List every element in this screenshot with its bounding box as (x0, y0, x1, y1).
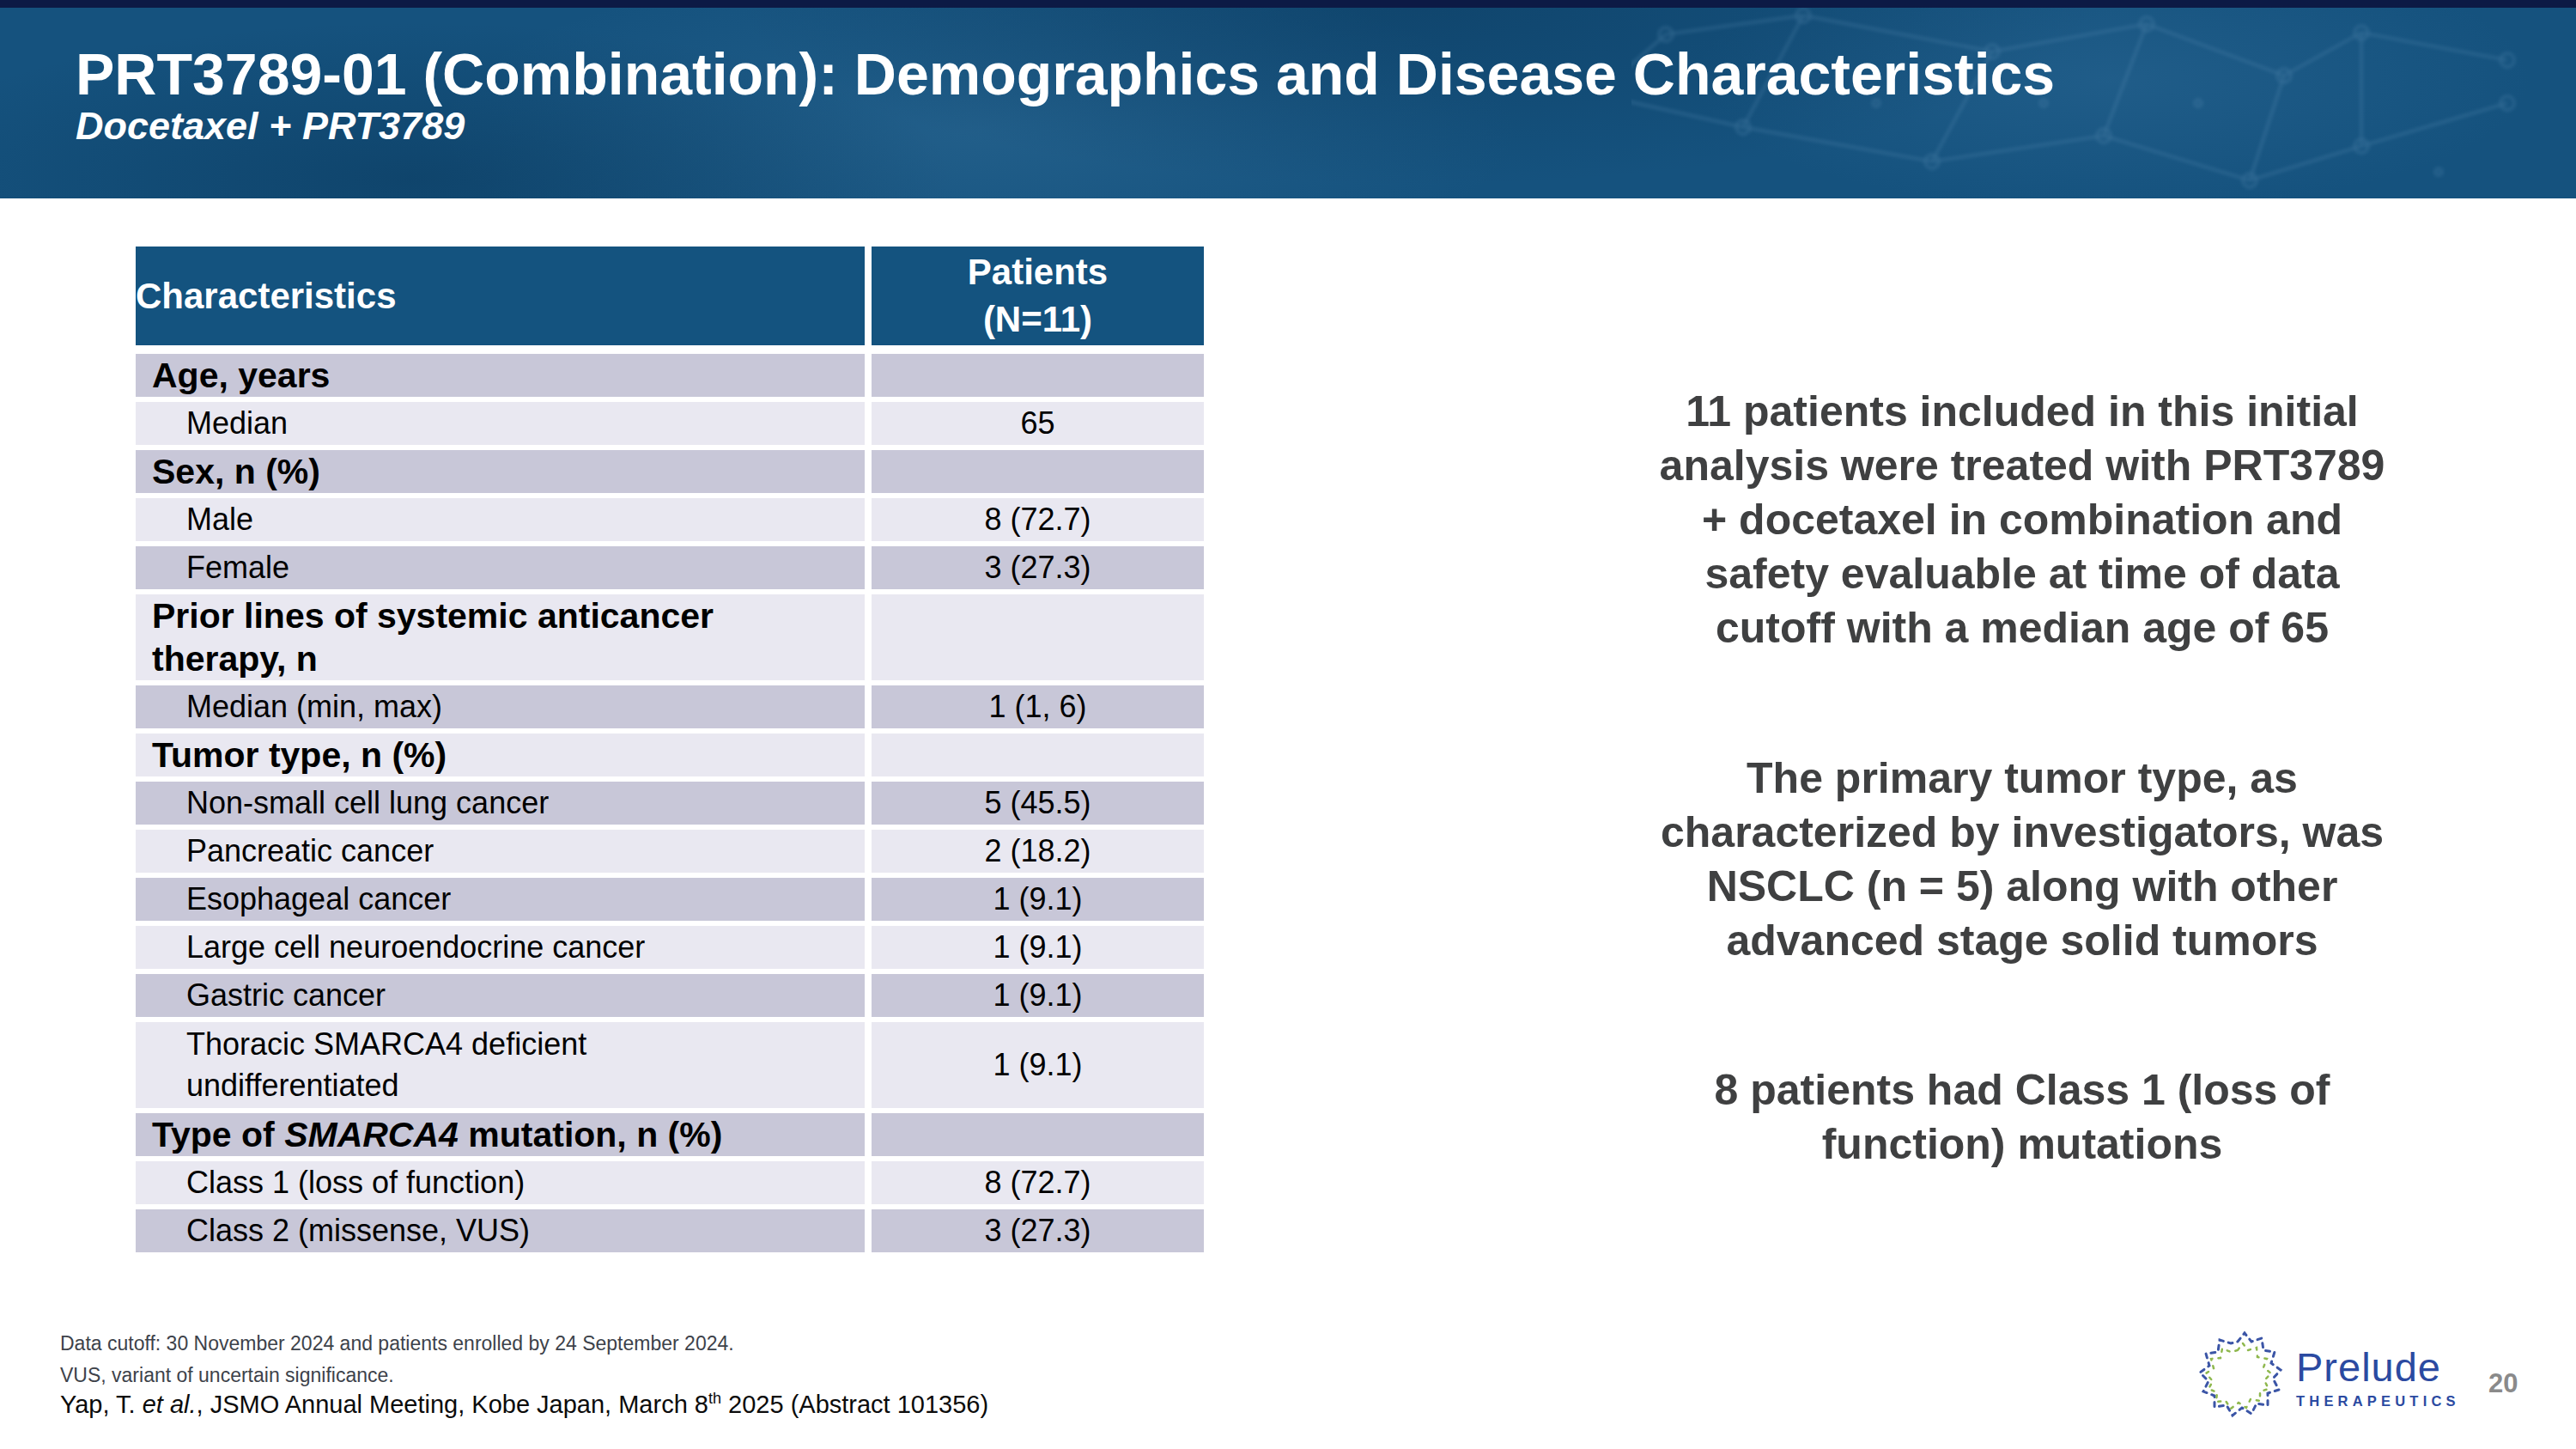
row-value: 3 (27.3) (865, 541, 1204, 589)
page-number: 20 (2488, 1368, 2518, 1399)
table-row: Female3 (27.3) (136, 541, 1204, 589)
patients-header-cell: Patients(N=11) (865, 247, 1204, 345)
row-value: 3 (27.3) (865, 1204, 1204, 1252)
prelude-logo-text: Prelude THERAPEUTICS (2296, 1347, 2460, 1409)
table-row: Age, years (136, 345, 1204, 397)
row-label: Gastric cancer (136, 969, 865, 1017)
row-value (865, 1108, 1204, 1156)
prelude-logo-subtitle: THERAPEUTICS (2296, 1393, 2460, 1409)
table-row: Gastric cancer1 (9.1) (136, 969, 1204, 1017)
row-label: Class 1 (loss of function) (136, 1156, 865, 1204)
table-row: Class 1 (loss of function)8 (72.7) (136, 1156, 1204, 1204)
row-label: Female (136, 541, 865, 589)
row-label: Male (136, 493, 865, 541)
row-label: Type of SMARCA4 mutation, n (%) (136, 1108, 865, 1156)
prelude-logo-icon (2191, 1328, 2284, 1424)
row-label: Median (min, max) (136, 680, 865, 728)
row-value: 8 (72.7) (865, 1156, 1204, 1204)
row-value: 8 (72.7) (865, 493, 1204, 541)
row-value (865, 345, 1204, 397)
demographics-table: Characteristics Patients(N=11) Age, year… (136, 247, 1204, 1252)
table-header-row: Characteristics Patients(N=11) (136, 247, 1204, 345)
highlight-text-3: 8 patients had Class 1 (loss offunction)… (1537, 1063, 2507, 1172)
row-label: Non-small cell lung cancer (136, 776, 865, 825)
row-value: 2 (18.2) (865, 825, 1204, 873)
slide-subtitle: Docetaxel + PRT3789 (76, 104, 465, 149)
row-value: 65 (865, 397, 1204, 445)
row-value: 1 (9.1) (865, 921, 1204, 969)
footnote-data-cutoff: Data cutoff: 30 November 2024 and patien… (60, 1328, 734, 1360)
row-label: Median (136, 397, 865, 445)
row-value (865, 589, 1204, 680)
row-value (865, 728, 1204, 776)
row-value: 1 (9.1) (865, 1017, 1204, 1108)
table-row: Class 2 (missense, VUS)3 (27.3) (136, 1204, 1204, 1252)
top-navy-strip (0, 0, 2576, 8)
row-value: 1 (9.1) (865, 969, 1204, 1017)
characteristics-header-cell: Characteristics (136, 247, 865, 345)
prelude-logo: Prelude THERAPEUTICS (2191, 1328, 2460, 1424)
table-row: Median65 (136, 397, 1204, 445)
slide-title: PRT3789-01 (Combination): Demographics a… (76, 40, 2055, 107)
citation: Yap, T. et al., JSMO Annual Meeting, Kob… (60, 1390, 988, 1419)
row-label: Esophageal cancer (136, 873, 865, 921)
table-row: Esophageal cancer1 (9.1) (136, 873, 1204, 921)
table-row: Tumor type, n (%) (136, 728, 1204, 776)
table-row: Male8 (72.7) (136, 493, 1204, 541)
demographics-table-container: Characteristics Patients(N=11) Age, year… (136, 247, 1197, 1252)
highlight-text-2: The primary tumor type, ascharacterized … (1537, 752, 2507, 968)
header-banner: PRT3789-01 (Combination): Demographics a… (0, 0, 2576, 198)
table-row: Non-small cell lung cancer5 (45.5) (136, 776, 1204, 825)
row-label: Pancreatic cancer (136, 825, 865, 873)
table-row: Sex, n (%) (136, 445, 1204, 493)
row-label: Prior lines of systemic anticancer thera… (136, 589, 865, 680)
prelude-logo-name: Prelude (2296, 1347, 2460, 1387)
table-row: Type of SMARCA4 mutation, n (%) (136, 1108, 1204, 1156)
footnotes: Data cutoff: 30 November 2024 and patien… (60, 1328, 734, 1391)
row-label: Thoracic SMARCA4 deficient undifferentia… (136, 1017, 865, 1108)
row-value: 1 (9.1) (865, 873, 1204, 921)
table-row: Large cell neuroendocrine cancer1 (9.1) (136, 921, 1204, 969)
table-row: Median (min, max)1 (1, 6) (136, 680, 1204, 728)
table-row: Prior lines of systemic anticancer thera… (136, 589, 1204, 680)
row-value: 5 (45.5) (865, 776, 1204, 825)
highlight-text-1: 11 patients included in this initialanal… (1537, 385, 2507, 655)
row-value (865, 445, 1204, 493)
row-label: Sex, n (%) (136, 445, 865, 493)
table-row: Thoracic SMARCA4 deficient undifferentia… (136, 1017, 1204, 1108)
footnote-vus: VUS, variant of uncertain significance. (60, 1360, 734, 1391)
row-label: Age, years (136, 345, 865, 397)
row-label: Large cell neuroendocrine cancer (136, 921, 865, 969)
table-row: Pancreatic cancer2 (18.2) (136, 825, 1204, 873)
row-value: 1 (1, 6) (865, 680, 1204, 728)
row-label: Tumor type, n (%) (136, 728, 865, 776)
row-label: Class 2 (missense, VUS) (136, 1204, 865, 1252)
